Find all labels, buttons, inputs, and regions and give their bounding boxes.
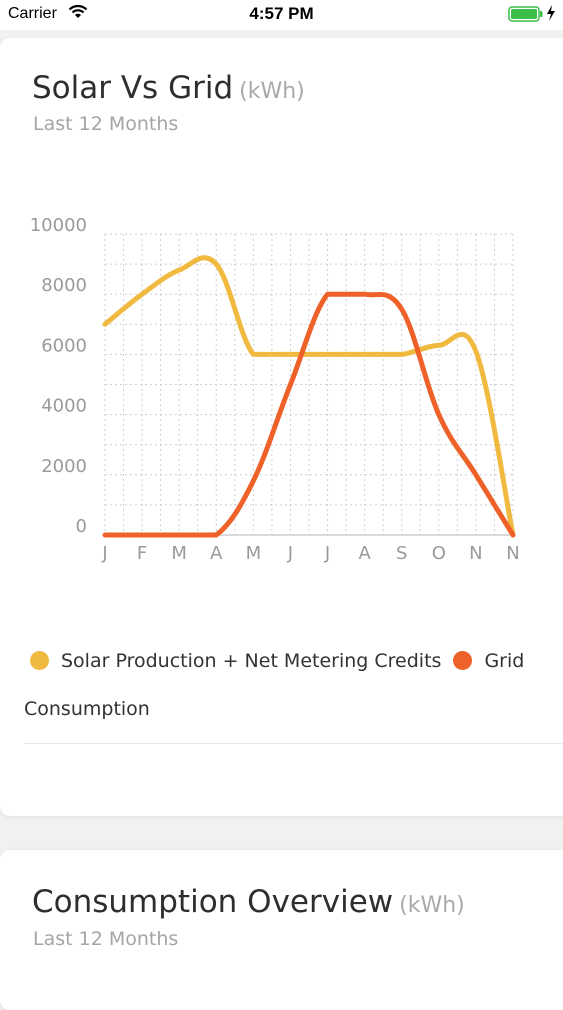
x-tick-label: A bbox=[358, 543, 371, 564]
y-tick-label: 0 bbox=[76, 516, 87, 537]
legend-label-grid: Grid bbox=[484, 650, 525, 672]
x-tick-label: S bbox=[396, 543, 407, 564]
solar-vs-grid-chart: 0 2000 4000 6000 8000 10000 J F M A M J J A S O N N bbox=[30, 215, 520, 564]
legend-item-solar[interactable]: Solar Production + Net Metering Credits bbox=[30, 650, 441, 672]
card-title-text: Solar Vs Grid bbox=[32, 70, 234, 106]
carrier-label: Carrier bbox=[8, 5, 57, 22]
chart-legend: Solar Production + Net Metering Credits G… bbox=[30, 650, 563, 672]
y-tick-label: 6000 bbox=[41, 335, 87, 356]
series-line-grid bbox=[102, 291, 516, 538]
consumption-overview-card: Consumption Overview (kWh) Last 12 Months bbox=[0, 850, 563, 1010]
legend-item-grid[interactable]: Grid bbox=[453, 650, 524, 672]
card-subtitle: Last 12 Months bbox=[33, 113, 179, 135]
card-title: Consumption Overview (kWh) bbox=[32, 884, 465, 920]
status-time: 4:57 PM bbox=[249, 4, 314, 23]
x-tick-label: F bbox=[137, 543, 147, 564]
x-tick-label: M bbox=[246, 543, 262, 564]
x-tick-label: N bbox=[506, 543, 519, 564]
solar-vs-grid-card: Solar Vs Grid (kWh) Last 12 Months 0 2000 4… bbox=[0, 38, 563, 816]
legend-label-grid-continued: Consumption bbox=[24, 698, 150, 720]
y-tick-label: 4000 bbox=[41, 396, 87, 417]
legend-dot-grid bbox=[453, 651, 473, 670]
x-tick-label: M bbox=[171, 543, 187, 564]
card-title: Solar Vs Grid (kWh) bbox=[32, 70, 305, 106]
x-tick-label: J bbox=[287, 543, 293, 564]
legend-dot-solar bbox=[30, 651, 49, 670]
x-tick-label: J bbox=[101, 543, 107, 564]
card-subtitle: Last 12 Months bbox=[33, 928, 179, 950]
wifi-icon bbox=[68, 4, 88, 18]
x-tick-label: A bbox=[210, 543, 223, 564]
y-tick-label: 8000 bbox=[41, 275, 87, 296]
series-line-solar bbox=[102, 255, 516, 538]
card-title-unit: (kWh) bbox=[239, 79, 305, 104]
charging-bolt-icon bbox=[547, 5, 555, 21]
x-tick-label: J bbox=[324, 543, 330, 564]
card-title-text: Consumption Overview bbox=[32, 884, 394, 920]
y-tick-label: 10000 bbox=[30, 215, 87, 236]
x-tick-label: O bbox=[432, 543, 446, 564]
battery-icon bbox=[508, 6, 543, 22]
card-title-unit: (kWh) bbox=[399, 893, 465, 918]
status-bar: Carrier 4:57 PM bbox=[0, 0, 563, 30]
legend-label-solar: Solar Production + Net Metering Credits bbox=[61, 650, 442, 672]
divider bbox=[24, 743, 563, 744]
x-tick-label: N bbox=[469, 543, 482, 564]
y-tick-label: 2000 bbox=[41, 456, 87, 477]
